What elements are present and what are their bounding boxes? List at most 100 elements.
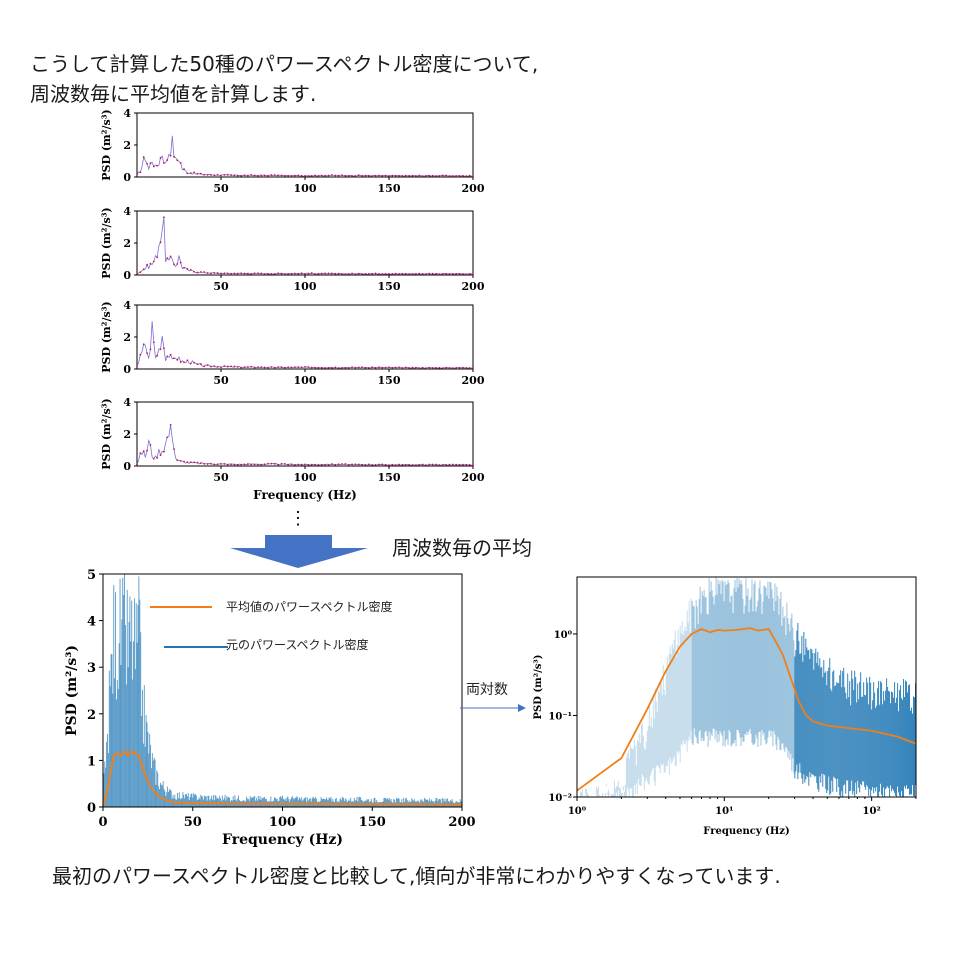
psd-point (391, 366, 394, 369)
psd-point (136, 365, 138, 368)
psd-point (448, 175, 451, 177)
x-tick-label: 100 (294, 182, 317, 195)
psd-point (411, 273, 414, 275)
plot-frame (136, 210, 474, 276)
legend-label-mean: 平均値のパワースペクトル密度 (226, 599, 393, 614)
y-tick-label: 2 (87, 708, 96, 723)
psd-point (267, 366, 269, 369)
psd-point (189, 268, 192, 271)
psd-point (408, 174, 411, 177)
psd-point (220, 462, 222, 465)
psd-point (404, 463, 407, 466)
x-tick-label: 50 (213, 280, 229, 293)
psd-point (216, 463, 219, 466)
psd-point (408, 463, 411, 466)
y-axis-label: PSD (m²/s³) (100, 301, 113, 372)
psd-point (246, 272, 249, 275)
psd-point (468, 174, 471, 177)
psd-point (270, 174, 273, 176)
x-tick-label: 50 (184, 815, 202, 830)
psd-point (451, 367, 454, 370)
x-tick-label: 50 (213, 374, 229, 387)
psd-point (203, 173, 206, 176)
psd-point (324, 272, 327, 275)
small-psd-chart-1: 0 2 4 50 100 150 200 PSD (m²/s³) (100, 107, 485, 195)
psd-point (367, 366, 370, 369)
psd-point (243, 272, 246, 275)
psd-point (139, 271, 142, 274)
psd-point (354, 366, 357, 369)
psd-point (388, 366, 390, 369)
psd-point (257, 366, 259, 369)
psd-point (435, 463, 437, 466)
psd-point (435, 366, 437, 369)
conclusion-text: 最初のパワースペクトル密度と比較して,傾向が非常にわかりやすくなっています. (52, 864, 781, 888)
psd-point (371, 463, 374, 466)
psd-point (388, 464, 390, 466)
psd-point (414, 174, 417, 177)
psd-point (226, 173, 229, 176)
psd-point (203, 365, 206, 368)
psd-point (435, 175, 437, 177)
psd-point (330, 463, 333, 465)
psd-point (421, 366, 424, 369)
psd-point (327, 463, 330, 466)
psd-point (290, 463, 293, 466)
y-tick-label: 2 (123, 237, 131, 250)
psd-point (280, 462, 283, 465)
psd-point (408, 273, 411, 275)
y-tick-label: 2 (123, 331, 131, 344)
psd-point (357, 174, 360, 177)
x-axis-label: Frequency (Hz) (253, 488, 357, 502)
psd-point (142, 268, 145, 271)
psd-point (388, 174, 390, 177)
psd-trace (136, 217, 474, 275)
psd-point (277, 463, 280, 466)
psd-point (384, 366, 387, 369)
psd-point (199, 462, 202, 464)
y-tick-label: 0 (123, 269, 131, 282)
psd-point (240, 174, 243, 177)
psd-point (411, 366, 414, 369)
y-tick-label: 0 (123, 171, 131, 184)
psd-point (253, 174, 256, 177)
psd-point (455, 366, 458, 369)
psd-point (156, 457, 159, 459)
y-tick-label: 5 (87, 568, 96, 583)
psd-point (213, 174, 216, 177)
psd-point (203, 271, 206, 273)
psd-point (277, 174, 280, 177)
psd-point (213, 365, 216, 368)
psd-point (210, 174, 212, 176)
psd-point (462, 174, 464, 177)
y-axis-label: PSD (m²/s³) (100, 207, 113, 278)
psd-point (378, 272, 380, 275)
psd-point (441, 273, 444, 275)
psd-point (260, 463, 263, 466)
psd-point (196, 271, 199, 274)
psd-point (169, 353, 172, 356)
psd-point (280, 272, 283, 275)
psd-point (260, 272, 263, 275)
psd-point (250, 174, 253, 176)
intro-line-1: こうして計算した50種のパワースペクトル密度について, (30, 52, 539, 76)
psd-point (361, 463, 364, 466)
psd-trace (136, 424, 474, 466)
y-tick-label: 2 (123, 139, 131, 152)
psd-point (401, 367, 404, 369)
psd-point (166, 159, 169, 161)
psd-point (199, 363, 202, 365)
psd-point (458, 174, 461, 177)
psd-point (418, 272, 421, 275)
psd-point (267, 174, 269, 177)
psd-point (257, 272, 259, 275)
psd-point (347, 273, 350, 275)
psd-point (152, 341, 155, 344)
mean-psd-line (576, 627, 917, 792)
psd-point (159, 348, 162, 351)
psd-point (465, 463, 468, 466)
psd-point (398, 366, 400, 369)
psd-point (179, 162, 182, 164)
psd-point (431, 272, 434, 275)
psd-point (277, 272, 280, 275)
